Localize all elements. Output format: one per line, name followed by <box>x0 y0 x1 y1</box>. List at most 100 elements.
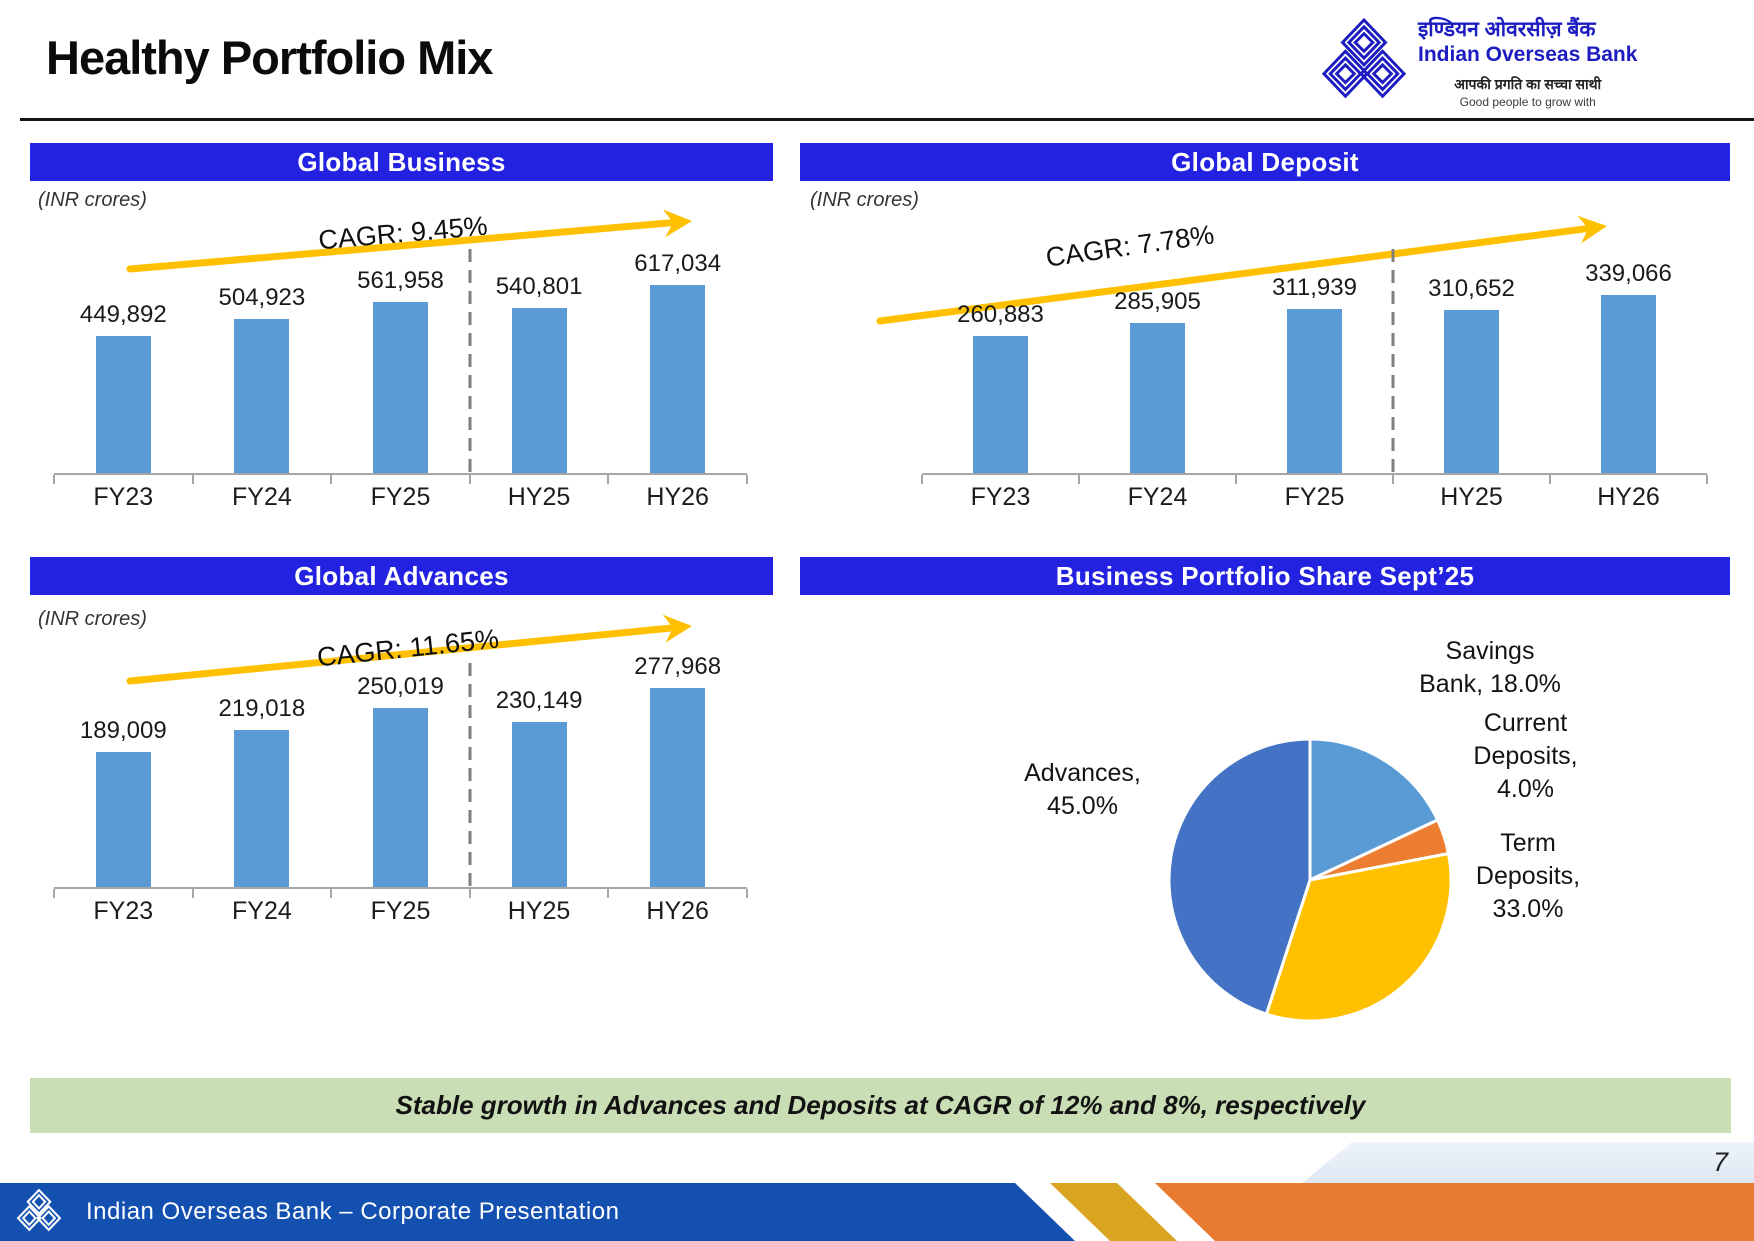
pie-label-current-deposits: Current Deposits, 4.0% <box>1473 709 1578 803</box>
category-label: FY24 <box>1127 483 1188 511</box>
bar-FY23 <box>973 336 1028 473</box>
portfolio-share-pie-chart: Savings Bank, 18.0% Current Deposits, 4.… <box>800 595 1730 1050</box>
unit-label: (INR crores) <box>38 189 147 211</box>
global-deposit-panel: Global Deposit (INR crores) CAGR: 7.78% 26… <box>800 143 1730 531</box>
axis-tick <box>746 475 748 484</box>
bar-value-label: 561,958 <box>357 267 444 294</box>
bar-slot-FY23: 189,009 <box>54 595 193 887</box>
bar-HY26 <box>650 688 706 887</box>
axis-tick <box>921 475 923 484</box>
axis-tick <box>191 475 194 484</box>
panel-title-text: Global Deposit <box>1171 146 1359 177</box>
bar-slot-HY26: 339,066 <box>1550 181 1707 473</box>
iob-hindi-tagline: आपकी प्रगति का सच्चा साथी <box>1454 76 1602 93</box>
pie-label-savings-bank: Savings Bank, 18.0% <box>1419 637 1561 698</box>
bar-plot: 260,883 285,905 311,939 310,652 339,066 <box>922 181 1707 473</box>
footer-blue-shape: Indian Overseas Bank – Corporate Present… <box>0 1183 1075 1241</box>
pie-label-term-deposits: Term Deposits, 33.0% <box>1475 829 1581 923</box>
iob-diamond-logo-white-icon <box>16 1189 62 1232</box>
bar-plot: 189,009 219,018 250,019 230,149 277,968 <box>54 595 747 887</box>
title-divider <box>20 118 1754 121</box>
bar-HY26 <box>650 285 706 473</box>
bar-value-label: 285,905 <box>1114 288 1201 315</box>
bar-value-label: 311,939 <box>1272 274 1357 301</box>
panel-title-global-deposit: Global Deposit <box>800 143 1730 181</box>
category-label: FY23 <box>93 483 154 511</box>
iob-logo-text: इण्डियन ओवरसीज़ बैंक Indian Overseas Ban… <box>1418 18 1637 109</box>
bar-HY26 <box>1601 295 1656 473</box>
axis-tick <box>1706 475 1708 484</box>
bar-slot-FY24: 285,905 <box>1079 181 1236 473</box>
category-label: HY25 <box>507 897 571 925</box>
category-label: FY23 <box>93 897 154 925</box>
pie-svg <box>1167 737 1453 1023</box>
bar-slot-FY23: 449,892 <box>54 181 193 473</box>
panel-title-text: Global Business <box>297 146 506 177</box>
axis-tick <box>746 889 748 898</box>
axis-tick <box>468 475 471 484</box>
global-deposit-chart: (INR crores) CAGR: 7.78% 260,883 285,905 311… <box>800 181 1730 531</box>
bar-slot-FY24: 219,018 <box>193 595 332 887</box>
bar-slot-FY25: 561,958 <box>331 181 470 473</box>
bar-slot-HY26: 617,034 <box>608 181 747 473</box>
axis-tick <box>607 889 610 898</box>
pie-slice-term-deposits <box>1264 852 1453 1023</box>
global-business-chart: (INR crores) CAGR: 9.45% 449,892 504,923 561… <box>30 181 773 531</box>
footer-text: Indian Overseas Bank – Corporate Present… <box>86 1198 620 1225</box>
category-label: FY25 <box>370 483 431 511</box>
category-label: HY26 <box>646 897 709 925</box>
x-axis <box>921 473 1708 484</box>
bar-value-label: 339,066 <box>1585 260 1672 287</box>
x-axis-labels: FY23 FY24 FY25 HY25 HY26 <box>922 483 1707 512</box>
unit-label: (INR crores) <box>810 189 919 211</box>
global-advances-chart: (INR crores) CAGR: 11.65% 189,009 219,018 25… <box>30 595 773 945</box>
iob-triple-diamond-icon <box>1322 18 1406 99</box>
bar-slot-FY25: 250,019 <box>331 595 470 887</box>
bar-HY25 <box>511 308 567 473</box>
period-divider <box>468 663 472 887</box>
pie-slice-advances <box>1167 737 1312 1016</box>
axis-tick <box>330 889 333 898</box>
bar-value-label: 540,801 <box>495 273 583 300</box>
bar-FY25 <box>372 708 428 887</box>
bar-value-label: 617,034 <box>634 250 722 277</box>
bar-slot-FY23: 260,883 <box>922 181 1079 473</box>
panel-title-global-business: Global Business <box>30 143 773 181</box>
bar-FY25 <box>372 302 428 473</box>
bar-value-label: 277,968 <box>634 653 722 680</box>
category-label: FY25 <box>1284 483 1345 511</box>
bar-FY24 <box>1130 323 1185 473</box>
key-message-text: Stable growth in Advances and Deposits a… <box>395 1090 1366 1120</box>
bar-FY23 <box>95 336 151 473</box>
x-axis <box>53 473 748 484</box>
axis-tick <box>53 475 55 484</box>
bar-value-label: 250,019 <box>357 673 444 700</box>
page-number-band: 7 <box>1302 1142 1754 1183</box>
axis-tick <box>468 889 471 898</box>
bar-plot: 449,892 504,923 561,958 540,801 617,034 <box>54 181 747 473</box>
iob-hindi-name: इण्डियन ओवरसीज़ बैंक <box>1418 18 1596 41</box>
category-label: HY26 <box>1597 483 1660 511</box>
bar-value-label: 310,652 <box>1428 275 1515 302</box>
category-label: HY25 <box>507 483 571 511</box>
bar-slot-FY25: 311,939 <box>1236 181 1393 473</box>
axis-tick <box>1549 475 1551 484</box>
bar-value-label: 189,009 <box>79 717 167 744</box>
pie-label-advances: Advances, 45.0% <box>1024 759 1141 820</box>
key-message-banner: Stable growth in Advances and Deposits a… <box>30 1078 1731 1133</box>
page-title: Healthy Portfolio Mix <box>46 31 493 84</box>
bar-value-label: 260,883 <box>957 301 1044 328</box>
bar-FY23 <box>95 752 151 887</box>
category-label: FY24 <box>232 897 292 925</box>
footer: Indian Overseas Bank – Corporate Present… <box>0 1183 1754 1241</box>
axis-tick <box>53 889 55 898</box>
footer-orange-shape <box>1155 1183 1754 1241</box>
category-label: FY24 <box>232 483 292 511</box>
iob-english-tagline: Good people to grow with <box>1459 95 1596 110</box>
iob-english-name: Indian Overseas Bank <box>1418 43 1638 67</box>
axis-tick <box>330 475 333 484</box>
unit-label: (INR crores) <box>38 608 147 630</box>
x-axis-labels: FY23 FY24 FY25 HY25 HY26 <box>54 483 747 512</box>
x-axis <box>53 887 748 898</box>
bar-HY25 <box>1444 310 1499 473</box>
